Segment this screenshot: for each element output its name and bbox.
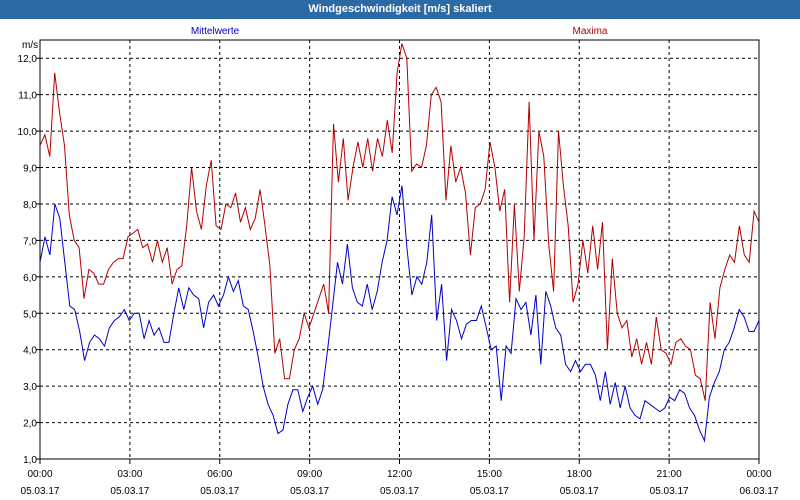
y-tick-label: 5,0: [23, 309, 37, 320]
y-tick-label: 7,0: [23, 236, 37, 247]
y-tick-label: 4,0: [23, 346, 37, 357]
x-tick-date: 06.03.17: [740, 486, 779, 497]
chart-background: [0, 19, 800, 500]
y-tick-label: 11,0: [18, 91, 37, 102]
x-tick-time: 15:00: [477, 469, 502, 480]
grid: [40, 40, 759, 459]
x-tick-date: 05.03.17: [110, 486, 149, 497]
x-tick-time: 00:00: [746, 469, 771, 480]
x-tick-time: 12:00: [387, 469, 412, 480]
x-tick-time: 06:00: [207, 469, 232, 480]
x-tick-date: 05.03.17: [560, 486, 599, 497]
x-tick-time: 18:00: [567, 469, 592, 480]
x-tick-date: 05.03.17: [290, 486, 329, 497]
y-tick-label: 9,0: [23, 164, 37, 175]
y-tick-label: 6,0: [23, 273, 37, 284]
series-lines: [39, 43, 760, 443]
legend-maxima: Maxima: [572, 26, 607, 37]
plot-frame: [39, 39, 760, 460]
x-tick-date: 05.03.17: [21, 486, 60, 497]
x-tick-time: 09:00: [297, 469, 322, 480]
legend-mittelwerte: Mittelwerte: [191, 26, 240, 37]
y-tick-label: 8,0: [23, 200, 37, 211]
x-tick-date: 05.03.17: [200, 486, 239, 497]
x-tick-date: 05.03.17: [380, 486, 419, 497]
x-tick-date: 05.03.17: [650, 486, 689, 497]
x-tick-time: 03:00: [117, 469, 142, 480]
y-tick-label: 2,0: [23, 419, 37, 430]
series-maxima-line: [39, 43, 760, 401]
y-tick-label: 1,0: [23, 455, 37, 466]
y-tick-label: 10,0: [18, 127, 38, 138]
x-tick-date: 05.03.17: [470, 486, 509, 497]
window-title: Windgeschwindigkeit [m/s] skaliert: [0, 0, 800, 19]
x-tick-time: 21:00: [657, 469, 682, 480]
series-mittelwerte-line: [39, 185, 760, 443]
axes: 1,0 2,0 3,0 4,0 5,0 6,0 7,0 8,0 9,0 10,0 11,0 12,0 0…: [18, 39, 779, 497]
x-tick-time: 00:00: [27, 469, 52, 480]
y-axis-unit: m/s: [22, 40, 38, 51]
y-tick-label: 3,0: [23, 382, 37, 393]
y-tick-label: 12,0: [18, 54, 38, 65]
wind-speed-chart: m/s Mittelwerte Maxima 1,0 2,0 3,0 4,0 5,0 6,…: [0, 19, 800, 500]
